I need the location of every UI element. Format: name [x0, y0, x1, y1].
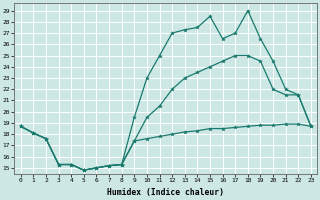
X-axis label: Humidex (Indice chaleur): Humidex (Indice chaleur) — [107, 188, 224, 197]
